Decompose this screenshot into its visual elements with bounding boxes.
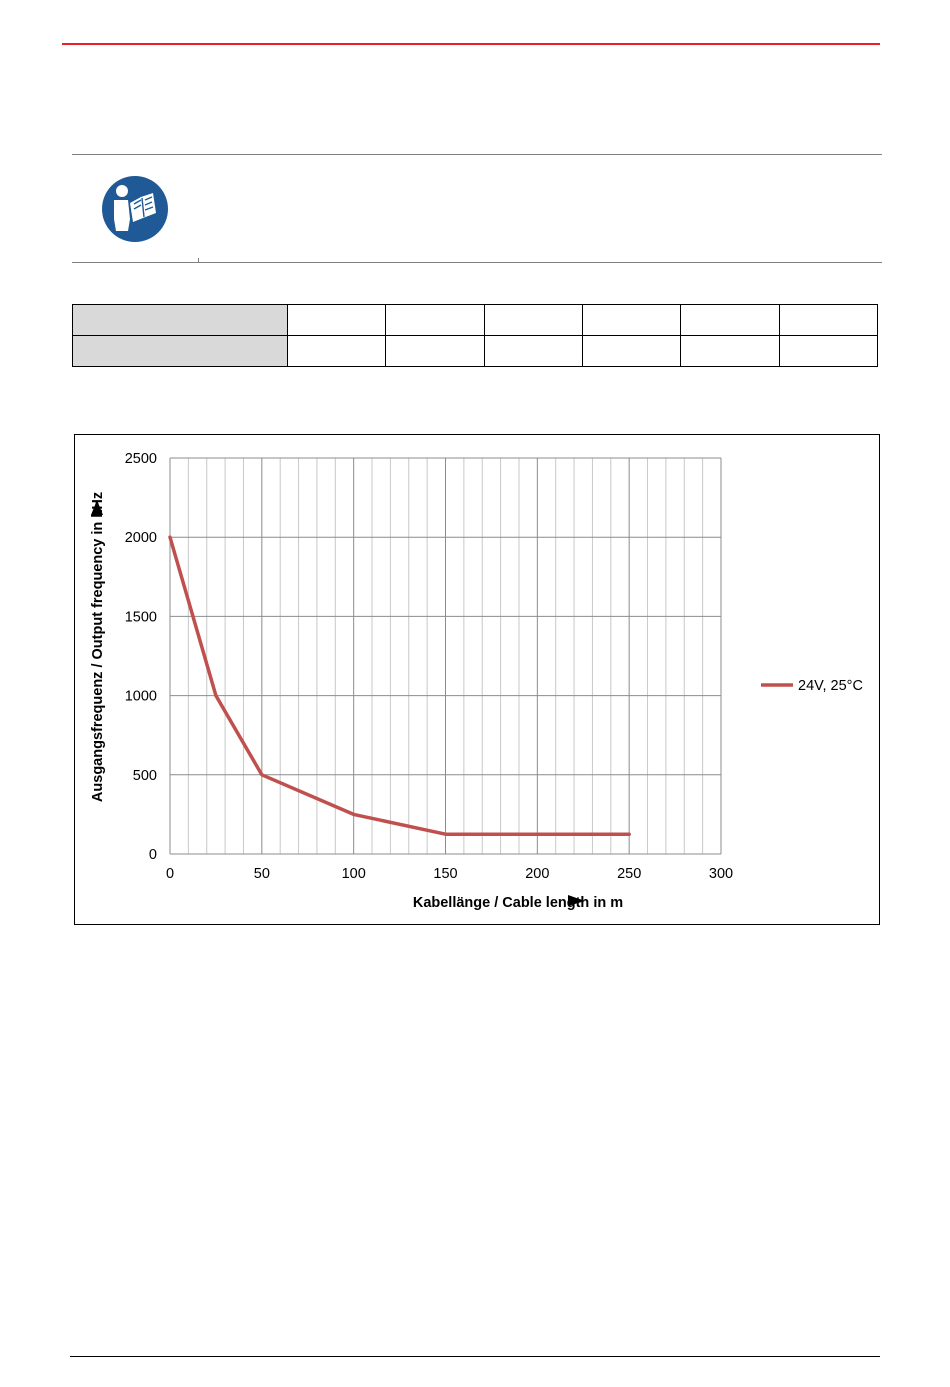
y-tick-label: 1000	[125, 689, 157, 705]
minor-gridlines	[187, 458, 704, 854]
chart-frame: 0 50 100 150 200 250 300 0 500 1000 1500 2000 2500 …	[74, 434, 880, 925]
legend-label: 24V, 25°C	[798, 678, 863, 694]
x-tick-label: 100	[342, 866, 366, 882]
axis-titles: Kabellänge / Cable length in m Ausgangsf…	[90, 492, 623, 911]
table-cell	[483, 335, 583, 367]
series-line	[168, 535, 631, 836]
x-tick-label: 0	[166, 866, 174, 882]
y-tick-label: 2000	[125, 530, 157, 546]
y-tick-label: 1500	[125, 609, 157, 625]
x-tick-label: 250	[617, 866, 641, 882]
x-axis-arrow-icon	[568, 895, 585, 906]
table-row	[72, 335, 879, 367]
table-header-cell	[72, 335, 288, 367]
note-bottom-rule	[72, 262, 882, 263]
table-cell	[385, 304, 485, 336]
major-gridlines	[169, 457, 722, 855]
y-tick-label: 2500	[125, 451, 157, 467]
table-cell	[581, 304, 682, 336]
y-tick-labels: 0 500 1000 1500 2000 2500	[125, 451, 157, 863]
table-cell	[778, 304, 879, 336]
frequency-chart: 0 50 100 150 200 250 300 05001000150020002500 …	[90, 451, 863, 911]
note-column-tick	[198, 258, 199, 263]
x-axis-label: Kabellänge / Cable length in m	[413, 895, 623, 911]
chart-legend: 24V, 25°C	[761, 678, 863, 694]
table-cell	[680, 335, 780, 367]
y-tick-label: 500	[133, 768, 157, 784]
footer-rule	[70, 1356, 880, 1357]
table-cell	[680, 304, 780, 336]
x-tick-label: 150	[433, 866, 457, 882]
series-layer	[168, 535, 631, 836]
table-cell	[778, 335, 879, 367]
x-tick-label: 50	[254, 866, 270, 882]
table-cell	[483, 304, 583, 336]
x-tick-label: 200	[525, 866, 549, 882]
header-rule	[62, 43, 880, 45]
y-tick-label: 0	[149, 847, 157, 863]
table-cell	[286, 304, 387, 336]
x-tick-label: 300	[709, 866, 733, 882]
read-manual-icon	[99, 173, 171, 245]
x-tick-labels: 0 50 100 150 200 250 300	[166, 866, 733, 882]
table-cell	[385, 335, 485, 367]
table-cell	[581, 335, 682, 367]
note-top-rule	[72, 154, 882, 155]
table-header-cell	[72, 304, 288, 336]
y-axis-label: Ausgangsfrequenz / Output frequency in k…	[90, 492, 106, 802]
spec-table	[72, 304, 879, 367]
table-cell	[286, 335, 387, 367]
y-axis-arrow-icon	[91, 500, 103, 515]
table-row	[72, 304, 879, 336]
